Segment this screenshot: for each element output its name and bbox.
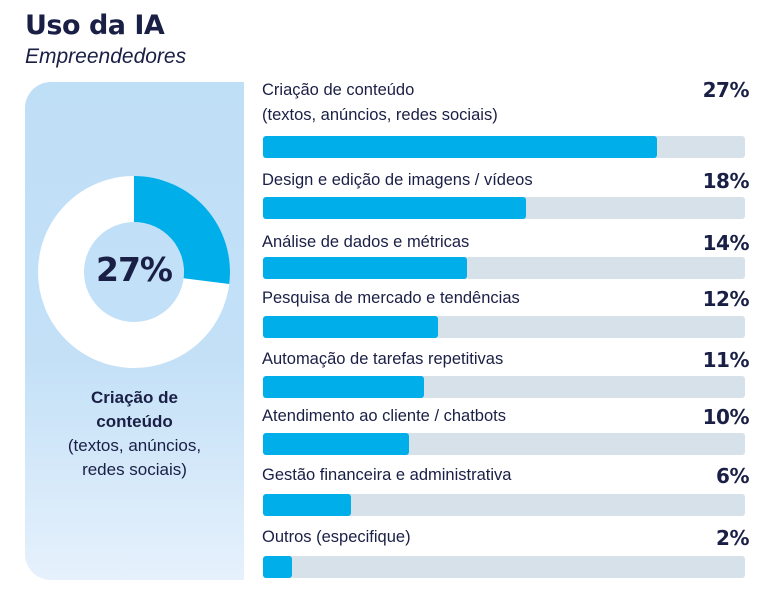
bar-track	[263, 556, 745, 578]
bar-track	[263, 257, 745, 279]
bar-value-label: 6%	[716, 464, 749, 488]
chart-title: Uso da IA	[25, 10, 165, 41]
bar-track	[263, 316, 745, 338]
caption-bold-2: conteúdo	[96, 412, 173, 431]
bar	[263, 494, 351, 516]
bar-category-label: Atendimento ao cliente / chatbots	[262, 407, 506, 425]
chart-subtitle: Empreendedores	[25, 45, 187, 68]
bar	[263, 433, 410, 455]
bar	[263, 556, 293, 578]
bar	[263, 136, 658, 158]
bar	[263, 257, 468, 279]
bar-track	[263, 433, 745, 455]
bar-category-label: Análise de dados e métricas	[262, 233, 470, 251]
highlight-caption: Criação de conteúdo (textos, anúncios, r…	[25, 386, 244, 482]
bar	[263, 376, 424, 398]
bar-category-label: Pesquisa de mercado e tendências	[262, 289, 520, 307]
donut-chart	[38, 176, 230, 368]
bar-category-label: Outros (especifique)	[262, 528, 411, 546]
bar-category-label: Criação de conteúdo (textos, anúncios, re…	[262, 81, 498, 124]
bar-value-label: 12%	[702, 287, 750, 311]
bar	[263, 197, 526, 219]
caption-bold-1: Criação de	[91, 388, 178, 407]
bar	[263, 316, 439, 338]
bar-category-label: Automação de tarefas repetitivas	[262, 350, 504, 368]
bar-track	[263, 197, 745, 219]
caption-line-2: redes sociais)	[82, 460, 187, 479]
bar-track	[263, 136, 745, 158]
bar-value-label: 11%	[702, 348, 750, 372]
bar-track	[263, 494, 745, 516]
bar-value-label: 14%	[702, 231, 750, 255]
bar-category-label: Design e edição de imagens / vídeos	[262, 171, 533, 189]
bar-value-label: 18%	[702, 169, 750, 193]
bar-value-label: 27%	[702, 78, 750, 102]
bar-value-label: 10%	[702, 405, 750, 429]
bar-value-label: 2%	[716, 526, 749, 550]
caption-line-1: (textos, anúncios,	[67, 436, 202, 455]
bar-track	[263, 376, 745, 398]
donut-center-value: 27%	[96, 250, 173, 289]
donut-slice-highlight	[134, 176, 230, 285]
bar-category-label: Gestão financeira e administrativa	[262, 466, 512, 484]
